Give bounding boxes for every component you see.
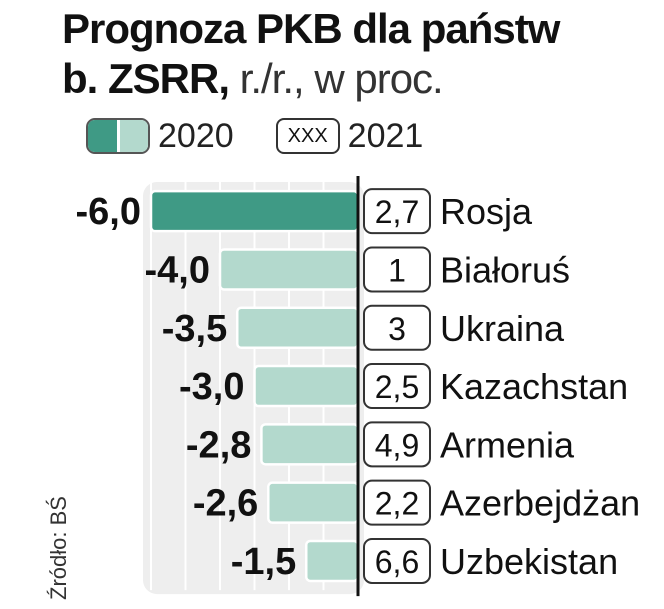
value-label-2020: -2,6 — [193, 483, 258, 525]
value-label-2020: -6,0 — [76, 191, 141, 233]
value-label-2021: 2,2 — [375, 486, 419, 522]
legend-swatch-2020 — [86, 118, 150, 154]
category-label: Rosja — [440, 191, 533, 232]
value-label-2020: -2,8 — [186, 424, 251, 466]
legend: 2020 XXX 2021 — [86, 112, 465, 160]
value-label-2020: -3,0 — [179, 366, 244, 408]
category-label: Armenia — [440, 424, 575, 465]
title-line-2-bold: b. ZSRR, — [62, 55, 230, 102]
value-label-2021: 1 — [388, 252, 406, 288]
value-label-2021: 2,7 — [375, 194, 419, 230]
value-label-2021: 4,9 — [375, 427, 419, 463]
bar-2020-Azerbejdżan — [267, 481, 360, 524]
value-label-2020: -4,0 — [145, 249, 210, 291]
category-label: Ukraina — [440, 308, 565, 349]
value-box-2021 — [363, 246, 431, 293]
value-box-2021 — [363, 304, 431, 351]
value-box-2021 — [363, 421, 431, 468]
title-line-1: Prognoza PKB dla państw — [62, 5, 560, 52]
bar-2020-Białoruś — [218, 248, 360, 291]
value-box-2021 — [363, 188, 431, 235]
category-label: Azerbejdżan — [440, 483, 640, 524]
bar-2020-Rosja — [149, 189, 360, 233]
legend-label-2020: 2020 — [158, 116, 234, 155]
category-label: Białoruś — [440, 249, 570, 290]
bar-2020-Armenia — [260, 423, 360, 466]
value-box-2021 — [363, 537, 431, 584]
title-line-2-unit: r./r., w proc. — [229, 55, 444, 102]
bar-2020-Ukraina — [236, 306, 360, 349]
category-label: Uzbekistan — [440, 541, 618, 582]
source-note: Źródło: BŚ — [46, 496, 71, 600]
legend-box-2021: XXX — [275, 118, 340, 154]
value-label-2021: 2,5 — [375, 369, 419, 405]
value-label-2021: 6,6 — [375, 544, 419, 580]
bar-2020-Uzbekistan — [305, 539, 360, 583]
value-label-2020: -3,5 — [162, 308, 227, 350]
value-box-2021 — [363, 479, 431, 526]
legend-label-2021: 2021 — [347, 116, 424, 155]
value-label-2020: -1,5 — [231, 541, 296, 583]
value-box-2021 — [363, 363, 431, 410]
chart-title: Prognoza PKB dla państw b. ZSRR, r./r., … — [62, 4, 560, 104]
bar-2020-Kazachstan — [253, 364, 360, 408]
value-label-2021: 3 — [388, 311, 406, 347]
category-label: Kazachstan — [440, 366, 628, 407]
